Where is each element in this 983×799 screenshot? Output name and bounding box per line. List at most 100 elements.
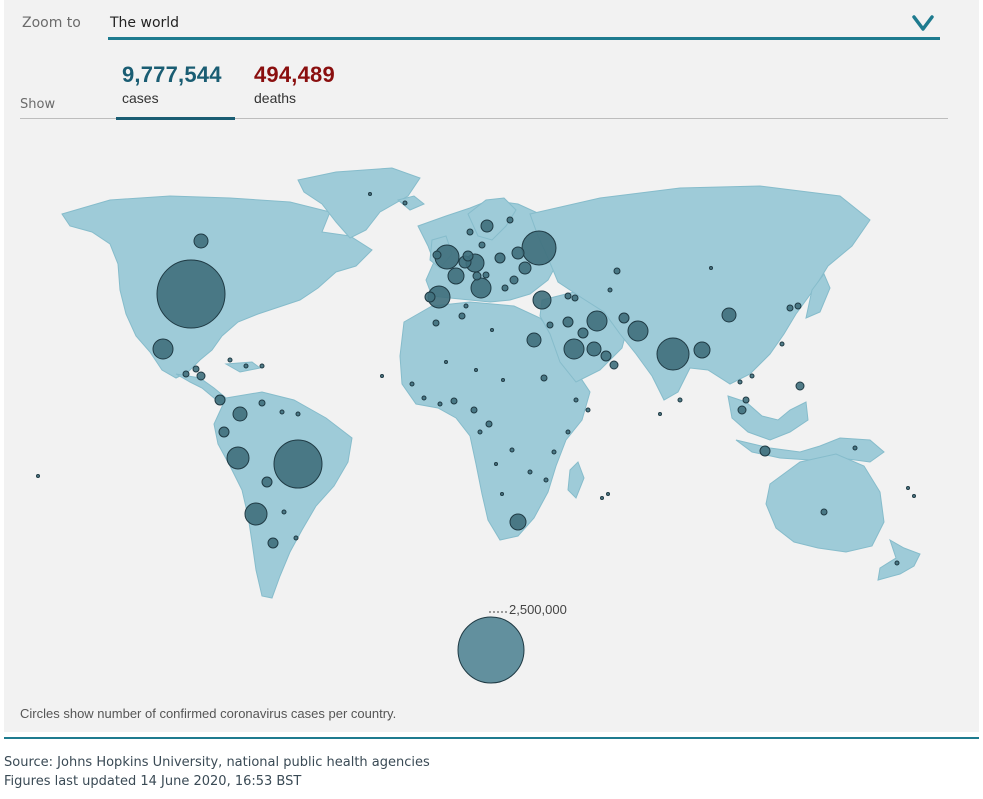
bubble-uruguay (293, 535, 299, 541)
bubble-israel (546, 321, 554, 329)
bubble-china (721, 307, 737, 323)
bubble-iran (586, 310, 608, 332)
bubble-papua (852, 445, 858, 451)
bubble-singapore (737, 405, 747, 415)
land-south-america (213, 391, 353, 599)
bubble-kuwait (577, 327, 589, 339)
bubble-chad (501, 378, 505, 382)
bubble-finland (506, 216, 514, 224)
bubble-uae (600, 350, 612, 362)
bubble-puerto-rico (259, 363, 265, 369)
bubble-vietnam (749, 373, 755, 379)
bubble-angola (494, 462, 498, 466)
land-madagascar (567, 461, 585, 499)
country-bubbles (36, 192, 916, 566)
bubble-reunion (600, 496, 604, 500)
bubble-gabon (477, 429, 483, 435)
legend-bubble (457, 611, 525, 684)
bubble-namibia (500, 492, 504, 496)
bubble-guinea (421, 395, 427, 401)
bubble-sudan (540, 374, 548, 382)
bubble-cameroon (485, 420, 493, 428)
bubble-india (656, 337, 690, 371)
legend-value: 2,500,000 (509, 602, 567, 617)
deaths-label: deaths (254, 90, 297, 106)
bubble-brazil (273, 439, 323, 489)
bubble-mexico (152, 338, 174, 360)
world-map (36, 167, 921, 684)
bubble-oman (609, 360, 619, 370)
bubble-argentina (267, 537, 279, 549)
bubble-kazakhstan (613, 267, 621, 275)
bubble-haiti (243, 363, 249, 369)
bubble-turkey (532, 290, 552, 310)
bubble-cape-verde (380, 374, 384, 378)
bubble-tunisia (463, 303, 469, 309)
chevron-down-icon (912, 15, 934, 31)
bubble-new-caledonia (906, 486, 910, 490)
bubble-senegal (409, 381, 415, 387)
land-masses (61, 167, 921, 599)
tab-cases[interactable]: 9,777,544 cases (116, 60, 235, 120)
bubble-guatemala (182, 370, 190, 378)
land-southeast-asia (727, 395, 809, 441)
bubble-sri-lanka (677, 397, 683, 403)
bubble-libya (490, 328, 494, 332)
bubble-fiji (912, 494, 916, 498)
bubble-mozambique (543, 477, 549, 483)
bubble-somalia (585, 407, 591, 413)
land-caribbean (224, 361, 262, 373)
bubble-pakistan (627, 320, 649, 342)
bubble-sweden (480, 219, 494, 233)
bubble-canada (193, 233, 209, 249)
land-iceland (396, 195, 425, 211)
bubble-thailand (737, 379, 743, 385)
bubble-norway (466, 228, 474, 236)
bubble-ethiopia (573, 397, 579, 403)
bubble-indonesia (759, 445, 771, 457)
bubble-malaysia (742, 396, 750, 404)
show-label: Show (20, 97, 56, 112)
bubble-mali (444, 360, 448, 364)
bubble-dominican (214, 394, 226, 406)
bubble-honduras (192, 365, 200, 373)
land-greenland (297, 167, 421, 239)
tab-deaths[interactable]: 494,489 deaths (252, 60, 362, 120)
map-note: Circles show number of confirmed coronav… (20, 706, 397, 721)
bubble-zambia (527, 469, 533, 475)
bubble-saudi (563, 338, 585, 360)
bubble-niger (474, 368, 478, 372)
bubble-russia (521, 230, 557, 266)
zoom-selected-value: The world (110, 15, 180, 31)
bubble-peru (244, 502, 268, 526)
bubble-morocco (432, 319, 440, 327)
bubble-ireland (432, 250, 442, 260)
bubble-cuba (227, 357, 233, 363)
bubble-venezuela (258, 399, 266, 407)
bubble-usa (156, 259, 226, 329)
bubble-tanzania (551, 449, 557, 455)
cases-total: 9,777,544 (122, 62, 222, 87)
bubble-portugal (424, 291, 436, 303)
bubble-armenia (564, 292, 572, 300)
bubble-iraq (562, 316, 574, 328)
bubble-iceland (402, 200, 408, 206)
bubble-mauritius (606, 492, 610, 496)
bubble-bolivia (261, 476, 273, 488)
cases-label: cases (122, 90, 159, 106)
bubble-algeria (458, 312, 466, 320)
bubble-italy (470, 277, 492, 299)
bubble-panama (196, 371, 206, 381)
bubble-egypt (526, 332, 542, 348)
bubble-afghanistan (618, 312, 630, 324)
bubble-maldives (658, 412, 662, 416)
tabs-divider (20, 118, 948, 119)
bubble-poland (494, 252, 506, 264)
land-new-zealand (877, 538, 921, 581)
zoom-dropdown[interactable]: The world (108, 8, 940, 40)
bubble-ukraine (518, 261, 532, 275)
bubble-belarus (511, 246, 525, 260)
bubble-dr-congo (509, 447, 515, 453)
bubble-switzerland (472, 271, 482, 281)
bubble-japan (794, 302, 802, 310)
